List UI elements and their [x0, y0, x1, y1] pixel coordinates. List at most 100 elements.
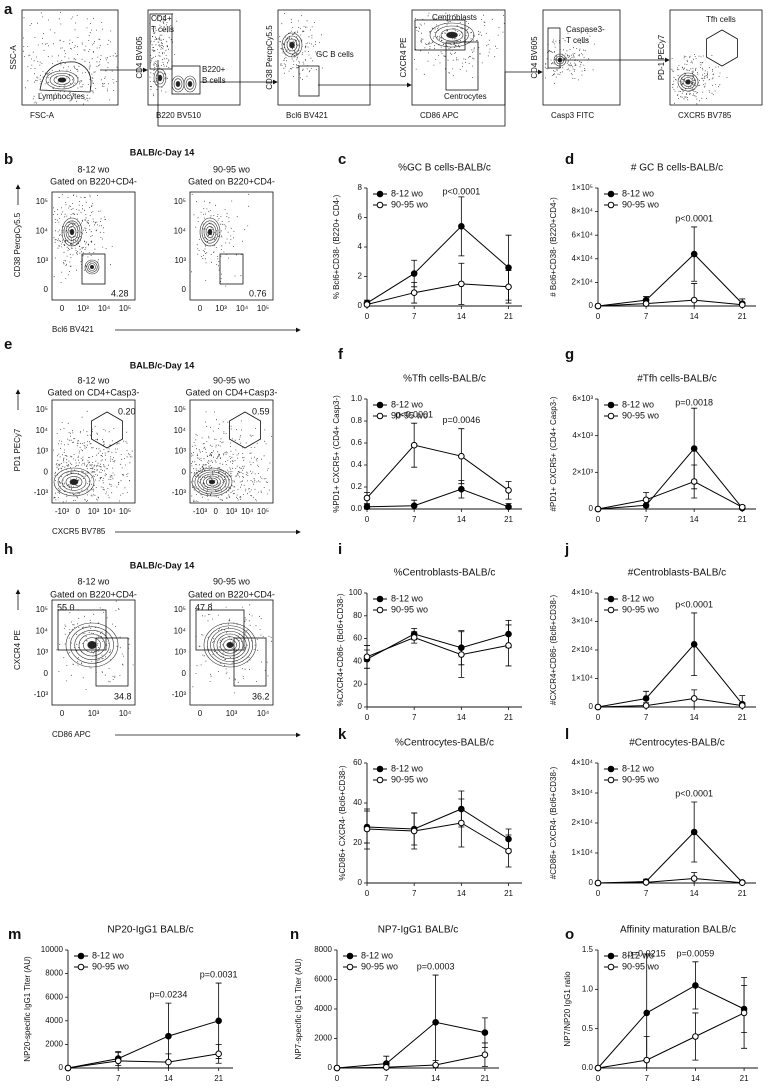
- x-tick-label: 0: [60, 709, 65, 718]
- x-tick-label: 7: [644, 889, 649, 898]
- legend-marker: [607, 776, 615, 784]
- y-tick-label: 0: [358, 878, 363, 887]
- contour: [88, 263, 96, 271]
- y-axis-label: CD4 BV605: [530, 36, 539, 79]
- y-tick-label: 1×10⁵: [572, 183, 593, 192]
- legend-marker: [346, 963, 354, 971]
- x-tick-label: 0: [596, 713, 601, 722]
- x-tick-label: 14: [164, 1074, 173, 1083]
- plot-frame: [51, 399, 136, 504]
- y-tick-label: -10³: [172, 690, 187, 699]
- x-axis-label: Bcl6 BV421: [286, 111, 328, 120]
- chart-title: #Tfh cells-BALB/c: [637, 374, 716, 385]
- panel-letter: l: [565, 726, 569, 743]
- gate: [39, 61, 92, 93]
- x-tick-label: 7: [644, 713, 649, 722]
- y-tick-label: 10³: [36, 447, 48, 456]
- x-tick-label: 21: [740, 1074, 749, 1083]
- series-line: [597, 299, 743, 307]
- contour: [208, 479, 216, 485]
- data-point: [690, 695, 698, 702]
- x-tick-label: 21: [504, 889, 513, 898]
- y-axis-label: NP20-specific IgG1 Titer (AU): [23, 956, 32, 1062]
- data-point: [410, 502, 418, 510]
- contour: [213, 630, 247, 660]
- chart-title: %Tfh cells-BALB/c: [403, 374, 486, 385]
- contour: [203, 223, 217, 241]
- contour: [84, 259, 100, 275]
- y-tick-label: 1.0: [351, 394, 363, 403]
- data-point: [410, 634, 418, 641]
- contour: [49, 72, 75, 88]
- data-point: [505, 264, 512, 271]
- p-value: p<0.0001: [675, 788, 713, 798]
- gate-value: 0.59: [252, 406, 270, 416]
- chart-title: #Centroblasts-BALB/c: [628, 568, 726, 579]
- y-tick-label: 6: [358, 213, 363, 222]
- legend-marker: [607, 201, 615, 209]
- series-line: [67, 1053, 219, 1069]
- plot-header: Gated on B220+CD4-: [188, 176, 275, 186]
- x-tick-label: 21: [504, 312, 513, 321]
- plot-header: Gated on B220+CD4-: [188, 589, 275, 599]
- contour: [157, 74, 163, 82]
- y-axis-label: %CXCR4+CD86- (Bcl6+CD38-): [336, 593, 345, 706]
- gate-label: Caspase3-: [566, 25, 605, 34]
- contour: [69, 478, 79, 486]
- gate-value: 47.8: [195, 602, 213, 612]
- gate-label: T cells: [151, 25, 174, 34]
- y-tick-label: 8000: [314, 945, 332, 954]
- x-tick-label: 10⁴: [103, 507, 116, 516]
- y-tick-label: 6×10⁴: [572, 230, 594, 239]
- y-axis-label: % Bcl6+CD38- (B220+ CD4-): [332, 194, 341, 299]
- legend-marker: [77, 963, 85, 971]
- plot-frame: [411, 9, 506, 106]
- chart-title: # GC B cells-BALB/c: [631, 163, 723, 174]
- y-tick-label: 0.0: [351, 504, 363, 513]
- data-point: [594, 302, 602, 310]
- y-tick-label: 4×10³: [572, 431, 593, 440]
- y-tick-label: 10⁵: [174, 197, 186, 206]
- cell-events: [53, 410, 133, 503]
- data-point: [165, 1032, 172, 1040]
- y-axis-label: %PD1+ CXCR5+ (CD4+ Casp3-): [332, 395, 341, 513]
- gate: [95, 637, 129, 687]
- data-point: [505, 642, 512, 649]
- contour: [65, 622, 119, 668]
- x-tick-label: 7: [644, 312, 649, 321]
- y-tick-label: 10⁵: [36, 605, 48, 614]
- x-tick-label: 14: [457, 515, 466, 524]
- series-line: [366, 488, 509, 508]
- y-tick-label: -10³: [34, 488, 49, 497]
- y-tick-label: -10³: [172, 488, 187, 497]
- p-value: p=0.0215: [628, 948, 666, 958]
- panel-letter: c: [338, 151, 346, 168]
- y-tick-label: 4000: [314, 1004, 332, 1013]
- series-line: [366, 808, 509, 840]
- gate: [81, 253, 106, 285]
- contour: [289, 41, 295, 49]
- contour: [207, 228, 213, 236]
- gate-label: B cells: [202, 76, 226, 85]
- y-tick-label: 10⁵: [36, 405, 48, 414]
- y-tick-label: 2: [358, 272, 363, 281]
- y-axis-label: SSC-A: [9, 45, 18, 70]
- series-line: [597, 1012, 745, 1069]
- legend-marker: [607, 595, 615, 603]
- x-tick-label: 0: [198, 304, 203, 313]
- legend-marker: [376, 765, 384, 773]
- panel-letter: e: [4, 336, 12, 353]
- x-tick-label: 14: [457, 312, 466, 321]
- chart-title: %GC B cells-BALB/c: [398, 163, 491, 174]
- y-axis-label: CXCR4 PE: [13, 630, 22, 670]
- y-tick-label: 10³: [36, 648, 48, 657]
- data-point: [432, 1061, 439, 1069]
- y-tick-label: 10⁴: [36, 626, 49, 635]
- contour: [223, 639, 237, 651]
- contour: [87, 641, 97, 649]
- legend-marker: [376, 412, 384, 420]
- x-tick-label: 0: [596, 1074, 601, 1083]
- contour: [281, 32, 303, 58]
- y-tick-label: 8: [358, 183, 363, 192]
- contour: [194, 469, 230, 495]
